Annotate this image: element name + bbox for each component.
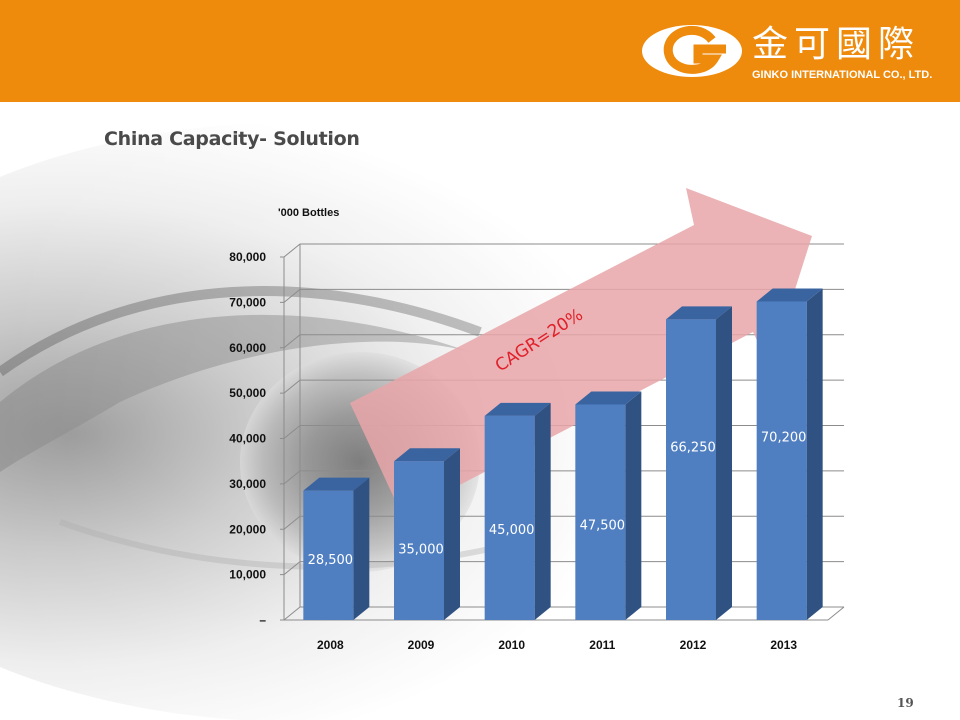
y-tick-label: 60,000 — [229, 341, 266, 355]
x-tick-label: 2012 — [680, 638, 707, 652]
bar-side — [535, 403, 551, 620]
data-label: 45,000 — [489, 523, 535, 538]
y-tick-label: 30,000 — [229, 477, 266, 491]
gridline-side — [284, 516, 300, 529]
bar-side — [353, 478, 369, 620]
bar-2013 — [757, 288, 823, 620]
bar-side — [625, 391, 641, 620]
bar-2012 — [666, 306, 732, 620]
bar-side — [807, 288, 823, 620]
bar-2011 — [575, 391, 641, 620]
x-tick-label: 2009 — [408, 638, 435, 652]
bar-side — [444, 448, 460, 620]
bar-side — [716, 306, 732, 620]
floor-edge — [828, 607, 844, 620]
bar-chart: CAGR=20% –10,00020,00030,00040,00050,000… — [0, 0, 960, 720]
page-number: 19 — [897, 696, 914, 710]
bar-front — [666, 319, 716, 620]
gridline-side — [284, 426, 300, 439]
y-tick-label: 40,000 — [229, 432, 266, 446]
y-tick-label: 50,000 — [229, 386, 266, 400]
bar-2010 — [485, 403, 551, 620]
bar-front — [485, 416, 535, 620]
x-tick-label: 2013 — [770, 638, 797, 652]
gridline-side — [284, 471, 300, 484]
slide: 金可國際 GINKO INTERNATIONAL CO., LTD. China… — [0, 0, 960, 720]
y-tick-label: 20,000 — [229, 522, 266, 536]
gridline-side — [284, 607, 300, 620]
data-label: 35,000 — [398, 542, 444, 557]
x-tick-label: 2008 — [317, 638, 344, 652]
y-tick-label: 70,000 — [229, 295, 266, 309]
gridline-side — [284, 244, 300, 257]
bar-front — [757, 301, 807, 620]
x-tick-label: 2010 — [498, 638, 525, 652]
gridline-side — [284, 380, 300, 393]
bar-2008 — [303, 478, 369, 620]
bar-front — [575, 404, 625, 620]
gridline-side — [284, 289, 300, 302]
bar-2009 — [394, 448, 460, 620]
data-label: 70,200 — [761, 431, 807, 446]
y-tick-label: 10,000 — [229, 568, 266, 582]
y-tick-label: – — [259, 613, 266, 627]
data-label: 66,250 — [670, 441, 716, 456]
y-tick-label: 80,000 — [229, 250, 266, 264]
data-label: 28,500 — [308, 553, 354, 568]
x-tick-label: 2011 — [589, 638, 615, 652]
gridline-side — [284, 335, 300, 348]
data-label: 47,500 — [580, 518, 626, 533]
gridline-side — [284, 562, 300, 575]
bar-front — [394, 461, 444, 620]
